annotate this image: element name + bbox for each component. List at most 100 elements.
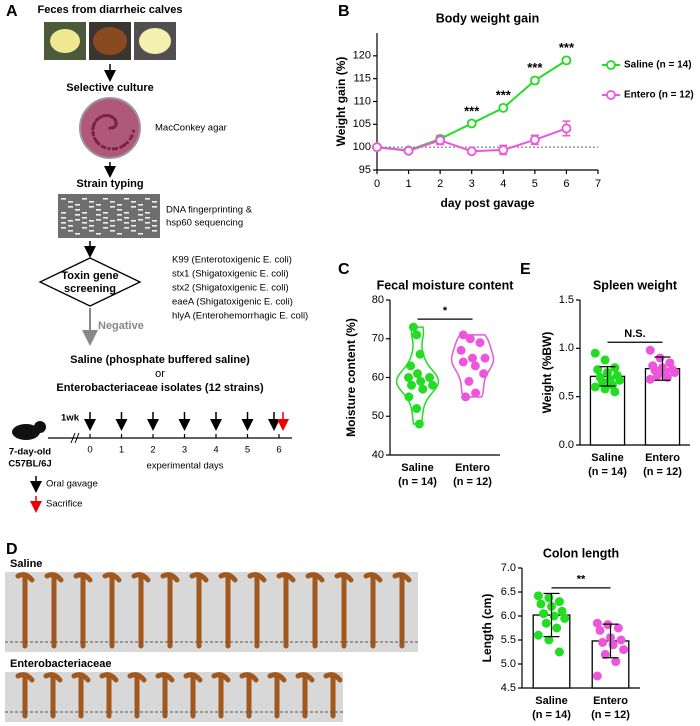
x-tick-label: 4 <box>500 178 506 190</box>
colony <box>108 126 112 130</box>
panel-label: B <box>338 3 350 20</box>
colony <box>123 142 127 147</box>
gel-band <box>152 225 157 227</box>
step-note: MacConkey agar <box>155 123 227 134</box>
colony <box>95 140 99 144</box>
gel-band <box>68 220 73 222</box>
colon <box>295 672 315 719</box>
toxin-gene: K99 (Enterotoxigenic E. coli) <box>172 255 292 266</box>
toxin-gene: hlyA (Enterohemorrhagic E. coli) <box>172 311 308 322</box>
data-point <box>619 645 629 655</box>
data-point <box>610 387 620 397</box>
colon <box>15 572 35 649</box>
colon <box>211 672 231 719</box>
colon <box>160 572 180 649</box>
gel-band <box>110 201 115 203</box>
colony <box>91 133 95 137</box>
data-point <box>653 370 663 380</box>
gel-band <box>61 227 66 229</box>
timeline-day: 5 <box>245 445 250 456</box>
colony <box>107 147 111 151</box>
y-axis-label: Moisture content (%) <box>344 318 358 437</box>
x-tick-label: 3 <box>469 178 475 190</box>
colon <box>334 572 354 649</box>
gel-band <box>110 230 115 232</box>
marker <box>435 135 446 146</box>
y-tick-label: 0.0 <box>559 439 574 451</box>
data-point <box>662 372 672 382</box>
timeline-day: 6 <box>276 445 281 456</box>
gel-band <box>68 225 73 227</box>
data-point <box>456 345 466 355</box>
y-tick-label: 120 <box>353 50 371 62</box>
gel-band <box>82 217 87 219</box>
gel-band <box>75 214 80 216</box>
colony <box>103 145 107 150</box>
significance-label: * <box>443 305 448 317</box>
step-note: hsp60 sequencing <box>166 218 243 229</box>
data-point <box>590 348 600 358</box>
y-tick-label: 4.5 <box>501 682 516 694</box>
annotation: *** <box>496 88 512 103</box>
violin <box>395 326 440 425</box>
colon <box>44 572 64 649</box>
step-title: screening <box>64 283 116 295</box>
animal-label: C57BL/6J <box>8 459 51 470</box>
legend-label: Saline (n = 14) <box>624 60 692 71</box>
x-tick-label: 2 <box>437 178 443 190</box>
timeline-days: 0 1 2 3 4 5 6 <box>84 412 289 456</box>
gel-band <box>96 204 101 206</box>
gel-band <box>152 201 157 203</box>
gel-band <box>89 206 94 208</box>
panel-label: A <box>6 3 18 20</box>
toxin-gene: stx1 (Shigatoxigenic E. coli) <box>172 269 289 280</box>
gel-bands <box>61 198 157 235</box>
colon <box>189 572 209 649</box>
data-point <box>598 377 608 387</box>
gel-band <box>117 209 122 211</box>
treatment: Saline (phosphate buffered saline) <box>70 354 250 366</box>
legend-label: Sacrifice <box>46 499 82 510</box>
colony <box>99 115 103 119</box>
timeline-day: 3 <box>182 445 187 456</box>
colon <box>267 672 287 719</box>
photo-label: Saline <box>10 558 42 570</box>
gel-band <box>117 219 122 221</box>
x-tick-note: (n = 12) <box>453 476 492 488</box>
gel-band <box>152 206 157 208</box>
timeline-day: 0 <box>87 445 92 456</box>
colony <box>96 117 100 121</box>
x-tick-label: Entero <box>455 462 490 474</box>
gel-band <box>68 201 73 203</box>
data-point <box>533 630 543 640</box>
x-tick-label: Entero <box>593 695 628 707</box>
marker <box>498 102 509 113</box>
data-point <box>470 361 480 371</box>
data-point <box>480 353 490 363</box>
y-tick-label: 115 <box>353 73 371 85</box>
data-point <box>600 355 610 365</box>
acclimation-label: 1wk <box>61 413 80 424</box>
legend-label: Oral gavage <box>46 479 98 490</box>
x-tick-label: Saline <box>535 695 567 707</box>
data-point <box>412 330 422 340</box>
treatment: or <box>155 368 165 380</box>
gel-band <box>103 212 108 214</box>
gel-band <box>152 230 157 232</box>
gel-band <box>82 227 87 229</box>
data-point <box>557 606 567 616</box>
mouse <box>12 424 40 440</box>
data-point <box>406 361 416 371</box>
y-tick-label: 6.0 <box>501 610 516 622</box>
colon <box>239 672 259 719</box>
treatment: Enterobacteriaceae isolates (12 strains) <box>56 382 264 394</box>
gel-band <box>131 206 136 208</box>
data-point <box>544 635 554 645</box>
gel-band <box>124 222 129 224</box>
data-point <box>408 322 418 332</box>
colony <box>119 145 123 149</box>
data-point <box>464 376 474 386</box>
data-point <box>592 618 602 628</box>
x-tick-label: Saline <box>591 452 623 464</box>
